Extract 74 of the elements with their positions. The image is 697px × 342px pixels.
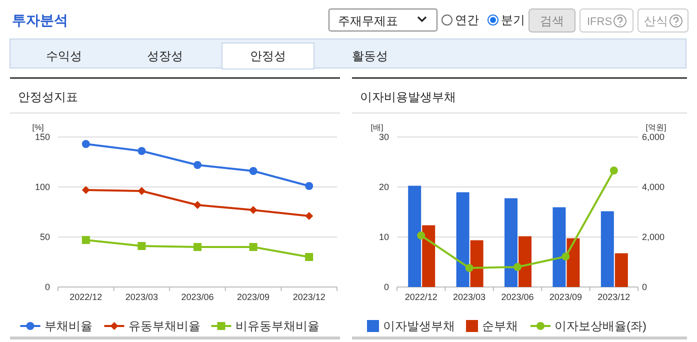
legend-label: 이자보상배율(좌) [554,319,646,333]
text: 성장성 [147,49,183,63]
y-axis-title: [%] [32,123,44,132]
point [82,186,90,194]
point [138,242,146,250]
point [305,212,314,220]
text: 활동성 [352,49,388,63]
text: 주재무제표 [338,14,398,28]
x-tick-label: 2023/12 [598,292,630,302]
y-tick-label: 30 [378,132,389,142]
point [194,201,202,209]
text: 검색 [540,14,564,28]
text: 투자분석 [12,12,68,28]
y-tick-label: 100 [34,182,50,192]
x-tick-label: 2023/06 [501,292,534,302]
text: 수익성 [46,49,82,63]
text: IFRS [587,16,612,28]
x-tick-label: 2022/12 [404,292,438,302]
point [305,182,314,190]
point [194,243,202,251]
y2-tick-label: 0 [642,282,648,292]
text: 분기 [501,13,525,27]
y-axis-title: [배] [370,123,384,132]
y-tick-label: 0 [384,282,389,292]
chart-title: 이자비용발생부채 [360,90,456,104]
y2-tick-label: 2,000 [642,232,665,242]
x-tick-label: 2023/03 [125,292,158,302]
point [514,263,522,271]
chart-title: 안정성지표 [18,90,78,104]
x-tick-label: 2023/12 [292,292,326,302]
point [138,147,146,155]
x-tick-label: 2023/09 [237,292,270,302]
point [249,206,258,214]
point [249,243,258,251]
y2-axis-title: [억원] [646,123,666,132]
legend-label: 순부채 [482,319,518,333]
bar [470,240,484,287]
y-tick-label: 50 [40,232,50,242]
legend-label: 부채비율 [44,319,92,333]
legend-label: 비유동부채비율 [235,319,320,333]
text: 산식 [644,14,668,28]
bar [566,238,580,287]
x-tick-label: 2023/09 [549,292,582,302]
point [465,264,474,272]
bar [614,253,628,287]
y-tick-label: 0 [44,282,50,292]
bar [504,198,518,287]
point [305,253,314,261]
y-tick-label: 20 [378,182,389,192]
legend-label: 유동부채비율 [128,319,200,333]
y-tick-label: 10 [378,232,389,242]
bar [600,211,614,287]
text: 안정성 [250,49,286,63]
bar [422,225,436,287]
x-tick-label: 2022/12 [70,292,102,302]
text: 연간 [455,13,479,27]
bar [408,186,422,287]
point [417,232,426,240]
bar [518,236,532,287]
point [194,161,202,169]
y2-tick-label: 6,000 [642,132,665,142]
y2-tick-label: 4,000 [642,182,665,192]
point [138,187,146,195]
x-tick-label: 2023/03 [453,292,486,302]
y-tick-label: 150 [34,132,50,142]
x-tick-label: 2023/06 [181,292,214,302]
legend-label: 이자발생부채 [383,319,455,333]
point [610,166,618,174]
point [82,236,90,244]
bar [456,192,470,287]
bar [552,207,566,287]
point [249,167,258,175]
point [562,252,570,260]
point [82,140,90,148]
